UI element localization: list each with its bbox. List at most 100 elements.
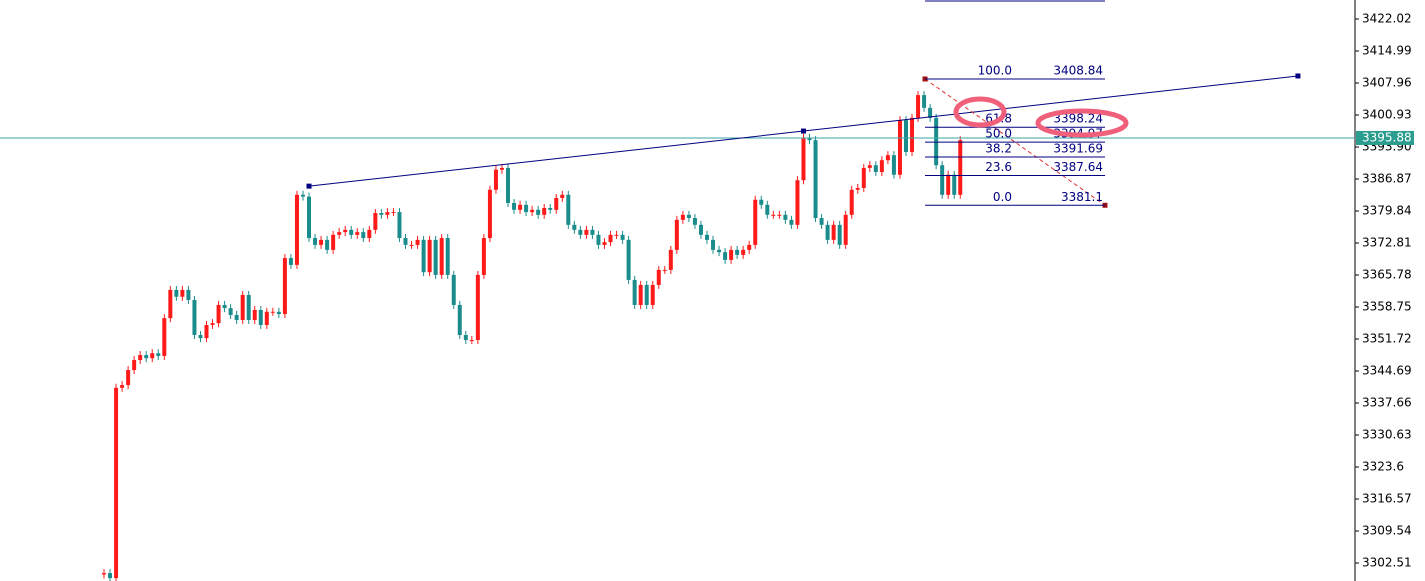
- fib-level-label: 23.6: [985, 160, 1012, 174]
- candle-body: [258, 309, 263, 325]
- candle-body: [566, 194, 571, 225]
- candle-body: [717, 249, 722, 253]
- candle-body: [427, 239, 432, 273]
- candle-body: [849, 189, 854, 215]
- candle-body: [246, 294, 251, 320]
- y-tick-label: 3379.84: [1362, 203, 1412, 217]
- y-tick-label: 3414.99: [1362, 43, 1412, 57]
- candle-body: [421, 239, 426, 273]
- candle-body: [493, 169, 498, 190]
- candle-body: [337, 232, 342, 235]
- candle-body: [325, 239, 330, 250]
- annotation-circle: [953, 96, 1007, 128]
- candle-body: [126, 370, 131, 386]
- candle-body: [180, 289, 185, 297]
- candle-body: [916, 95, 921, 118]
- candle-body: [620, 234, 625, 240]
- candle-body: [445, 238, 450, 275]
- candle-body: [349, 229, 354, 235]
- candle-body: [138, 355, 143, 361]
- candle-body: [885, 155, 890, 161]
- candle-body: [433, 239, 438, 275]
- candle-body: [198, 334, 203, 339]
- fib-price-label: 3391.69: [1053, 142, 1103, 156]
- candle-body: [240, 294, 245, 320]
- y-tick-label: 3372.81: [1362, 235, 1412, 249]
- y-tick-label: 3337.66: [1362, 396, 1412, 410]
- candle-body: [656, 269, 661, 285]
- candle-body: [596, 234, 601, 245]
- candle-body: [807, 137, 812, 141]
- candle-body: [536, 209, 541, 215]
- candle-body: [439, 238, 444, 275]
- candle-body: [554, 197, 559, 210]
- y-tick-label: 3323.6: [1362, 460, 1404, 474]
- y-tick-label: 3351.72: [1362, 332, 1412, 346]
- candle-body: [294, 194, 299, 265]
- candle-body: [156, 353, 161, 356]
- candle-body: [741, 249, 746, 255]
- candle-body: [210, 323, 215, 325]
- candle-body: [120, 385, 125, 388]
- y-tick-label: 3302.51: [1362, 556, 1412, 570]
- candle-body: [506, 167, 511, 203]
- candle-body: [662, 269, 667, 271]
- candle-body: [282, 258, 287, 315]
- candle-body: [735, 249, 740, 255]
- candle-body: [940, 165, 945, 195]
- candle-body: [530, 209, 535, 213]
- candle-body: [132, 360, 137, 371]
- candle-body: [928, 107, 933, 118]
- candle-body: [692, 218, 697, 225]
- candle-body: [783, 214, 788, 220]
- candle-body: [234, 314, 239, 320]
- candle-body: [686, 214, 691, 219]
- candle-body: [753, 199, 758, 245]
- candle-body: [867, 165, 872, 168]
- candle-body: [168, 289, 173, 319]
- y-tick-label: 3309.54: [1362, 524, 1412, 538]
- current-price-box: [1356, 130, 1414, 145]
- candle-body: [584, 229, 589, 235]
- candle-body: [831, 224, 836, 240]
- candle-body: [638, 284, 643, 305]
- fib-price-label: 3381.1: [1061, 190, 1103, 204]
- candle-body: [879, 160, 884, 173]
- candle-body: [698, 224, 703, 235]
- fib-level-label: 0.0: [993, 190, 1012, 204]
- fib-price-label: 3387.64: [1053, 160, 1103, 174]
- candle-body: [922, 95, 927, 108]
- candle-body: [264, 311, 269, 325]
- candle-body: [711, 239, 716, 250]
- candle-body: [632, 279, 637, 305]
- y-tick-label: 3407.96: [1362, 75, 1412, 89]
- candle-body: [331, 234, 336, 250]
- candle-body: [747, 244, 752, 250]
- candle-body: [512, 202, 517, 210]
- candle-body: [361, 232, 366, 239]
- candle-body: [319, 239, 324, 245]
- candle-body: [626, 239, 631, 280]
- fib-level-label: 50.0: [985, 127, 1012, 141]
- y-tick-label: 3358.75: [1362, 300, 1412, 314]
- candle-body: [674, 219, 679, 250]
- candle-body: [150, 353, 155, 359]
- candle-body: [542, 207, 547, 215]
- candle-body: [958, 140, 963, 195]
- candle-body: [680, 214, 685, 220]
- candle-body: [403, 238, 408, 245]
- candle-body: [578, 229, 583, 235]
- candle-body: [777, 214, 782, 216]
- candle-body: [162, 318, 167, 356]
- y-tick-label: 3344.69: [1362, 364, 1412, 378]
- candle-body: [723, 252, 728, 260]
- candle-body: [288, 258, 293, 265]
- candle-body: [270, 311, 275, 313]
- candle-body: [813, 140, 818, 219]
- candle-body: [222, 304, 227, 309]
- candle-body: [910, 117, 915, 152]
- candle-body: [705, 234, 709, 240]
- candle-body: [252, 309, 257, 320]
- candle-body: [789, 219, 794, 225]
